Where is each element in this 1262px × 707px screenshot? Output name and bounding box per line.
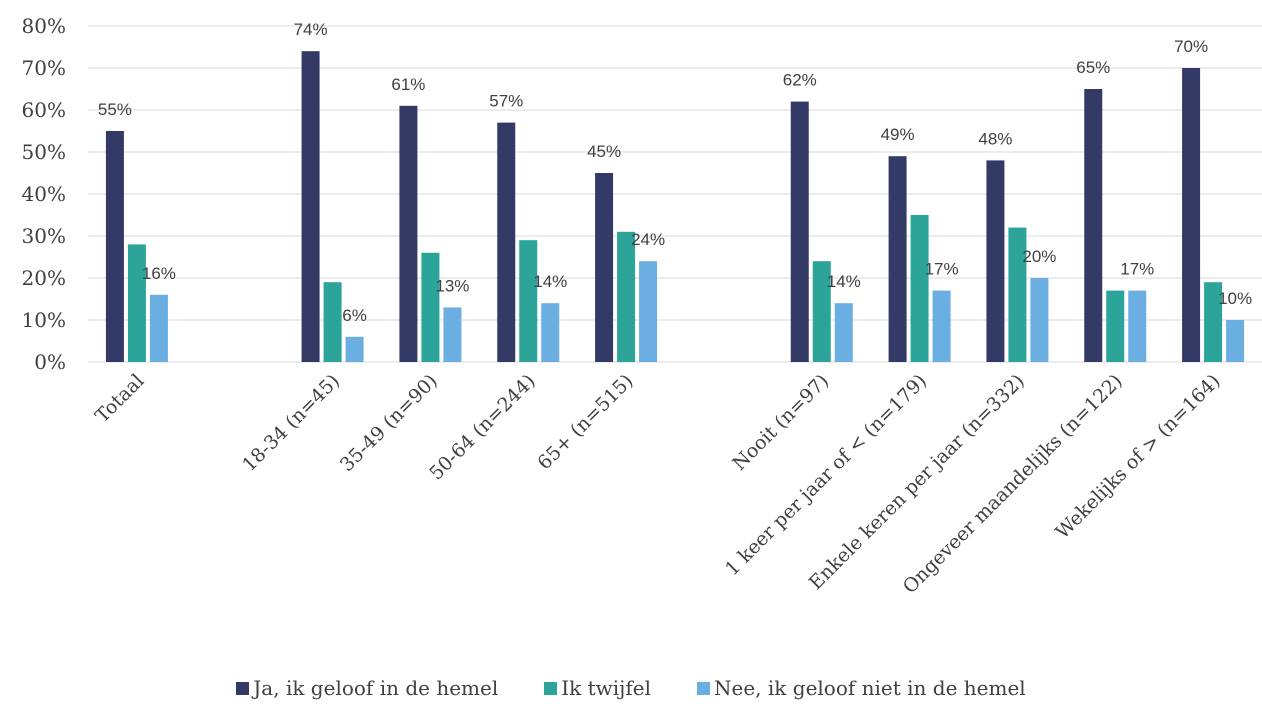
bar-ja [105, 131, 124, 362]
bar-twijfel [323, 282, 342, 362]
data-label: 6% [342, 306, 367, 325]
y-tick-label: 10% [22, 308, 66, 332]
category-label: 65+ (n=515) [533, 370, 637, 474]
category-label: 50-64 (n=244) [425, 370, 540, 485]
category-label: 35-49 (n=90) [336, 370, 442, 476]
y-tick-label: 40% [22, 182, 66, 206]
y-tick-label: 30% [22, 224, 66, 248]
bar-ja [301, 51, 320, 362]
category-label: Nooit (n=97) [728, 370, 833, 475]
bar-ja [1182, 68, 1201, 362]
bar-twijfel [1204, 282, 1223, 362]
bar-ja [1084, 89, 1103, 362]
bar-nee [149, 294, 168, 362]
bar-nee [1030, 278, 1049, 362]
data-label: 49% [881, 125, 915, 144]
category-label: 18-34 (n=45) [238, 370, 344, 476]
data-label: 13% [435, 276, 469, 295]
bar-twijfel [1008, 227, 1027, 362]
bar-twijfel [519, 240, 538, 362]
bar-nee [345, 336, 364, 362]
category-label: Totaal [91, 370, 148, 427]
bar-nee [443, 307, 462, 362]
data-label: 20% [1022, 247, 1056, 266]
data-label: 74% [294, 20, 328, 39]
legend-label-twijfel: Ik twijfel [561, 676, 651, 700]
bar-ja [595, 173, 614, 362]
category-label: 1 keer per jaar of < (n=179) [721, 370, 931, 580]
y-tick-label: 50% [22, 140, 66, 164]
bar-twijfel [421, 252, 440, 362]
legend-label-nee: Nee, ik geloof niet in de hemel [714, 676, 1026, 700]
legend-swatch-twijfel [544, 681, 558, 695]
bar-ja [399, 105, 418, 363]
legend-item-ja: Ja, ik geloof in de hemel [236, 676, 498, 700]
data-label: 17% [925, 260, 959, 279]
legend-item-nee: Nee, ik geloof niet in de hemel [697, 676, 1026, 700]
data-label: 55% [98, 100, 132, 119]
bar-nee [541, 303, 560, 362]
data-label: 14% [533, 272, 567, 291]
category-label: Ongeveer maandelijks (n=122) [899, 370, 1127, 598]
y-tick-label: 0% [34, 350, 66, 374]
category-label: Wekelijks of > (n=164) [1051, 370, 1224, 543]
bar-nee [932, 290, 951, 362]
data-label: 45% [587, 142, 621, 161]
data-label: 65% [1076, 58, 1110, 77]
legend-item-twijfel: Ik twijfel [544, 676, 651, 700]
bar-nee [1128, 290, 1147, 362]
y-tick-label: 80% [22, 14, 66, 38]
bar-ja [497, 122, 516, 362]
y-tick-label: 20% [22, 266, 66, 290]
data-label: 16% [142, 264, 176, 283]
bar-twijfel [910, 215, 929, 362]
data-label: 10% [1218, 289, 1252, 308]
bar-nee [639, 261, 658, 362]
bar-twijfel [617, 231, 636, 362]
legend-swatch-ja [236, 681, 250, 695]
bar-nee [834, 303, 853, 362]
data-label: 61% [391, 75, 425, 94]
legend: Ja, ik geloof in de hemel Ik twijfel Nee… [0, 676, 1262, 700]
bar-twijfel [127, 244, 146, 362]
data-label: 17% [1120, 260, 1154, 279]
data-label: 24% [631, 230, 665, 249]
data-label: 62% [783, 71, 817, 90]
category-label: Enkele keren per jaar (n=332) [805, 370, 1029, 594]
legend-label-ja: Ja, ik geloof in de hemel [253, 676, 499, 700]
bar-twijfel [1106, 290, 1125, 362]
y-tick-label: 60% [22, 98, 66, 122]
bar-ja [888, 156, 907, 362]
y-tick-label: 70% [22, 56, 66, 80]
bar-twijfel [812, 261, 831, 362]
data-label: 48% [978, 129, 1012, 148]
legend-swatch-nee [697, 681, 710, 695]
bar-ja [986, 160, 1005, 362]
data-label: 70% [1174, 37, 1208, 56]
data-label: 14% [827, 272, 861, 291]
data-label: 57% [489, 92, 523, 111]
bar-nee [1226, 320, 1245, 362]
bar-ja [790, 101, 809, 362]
